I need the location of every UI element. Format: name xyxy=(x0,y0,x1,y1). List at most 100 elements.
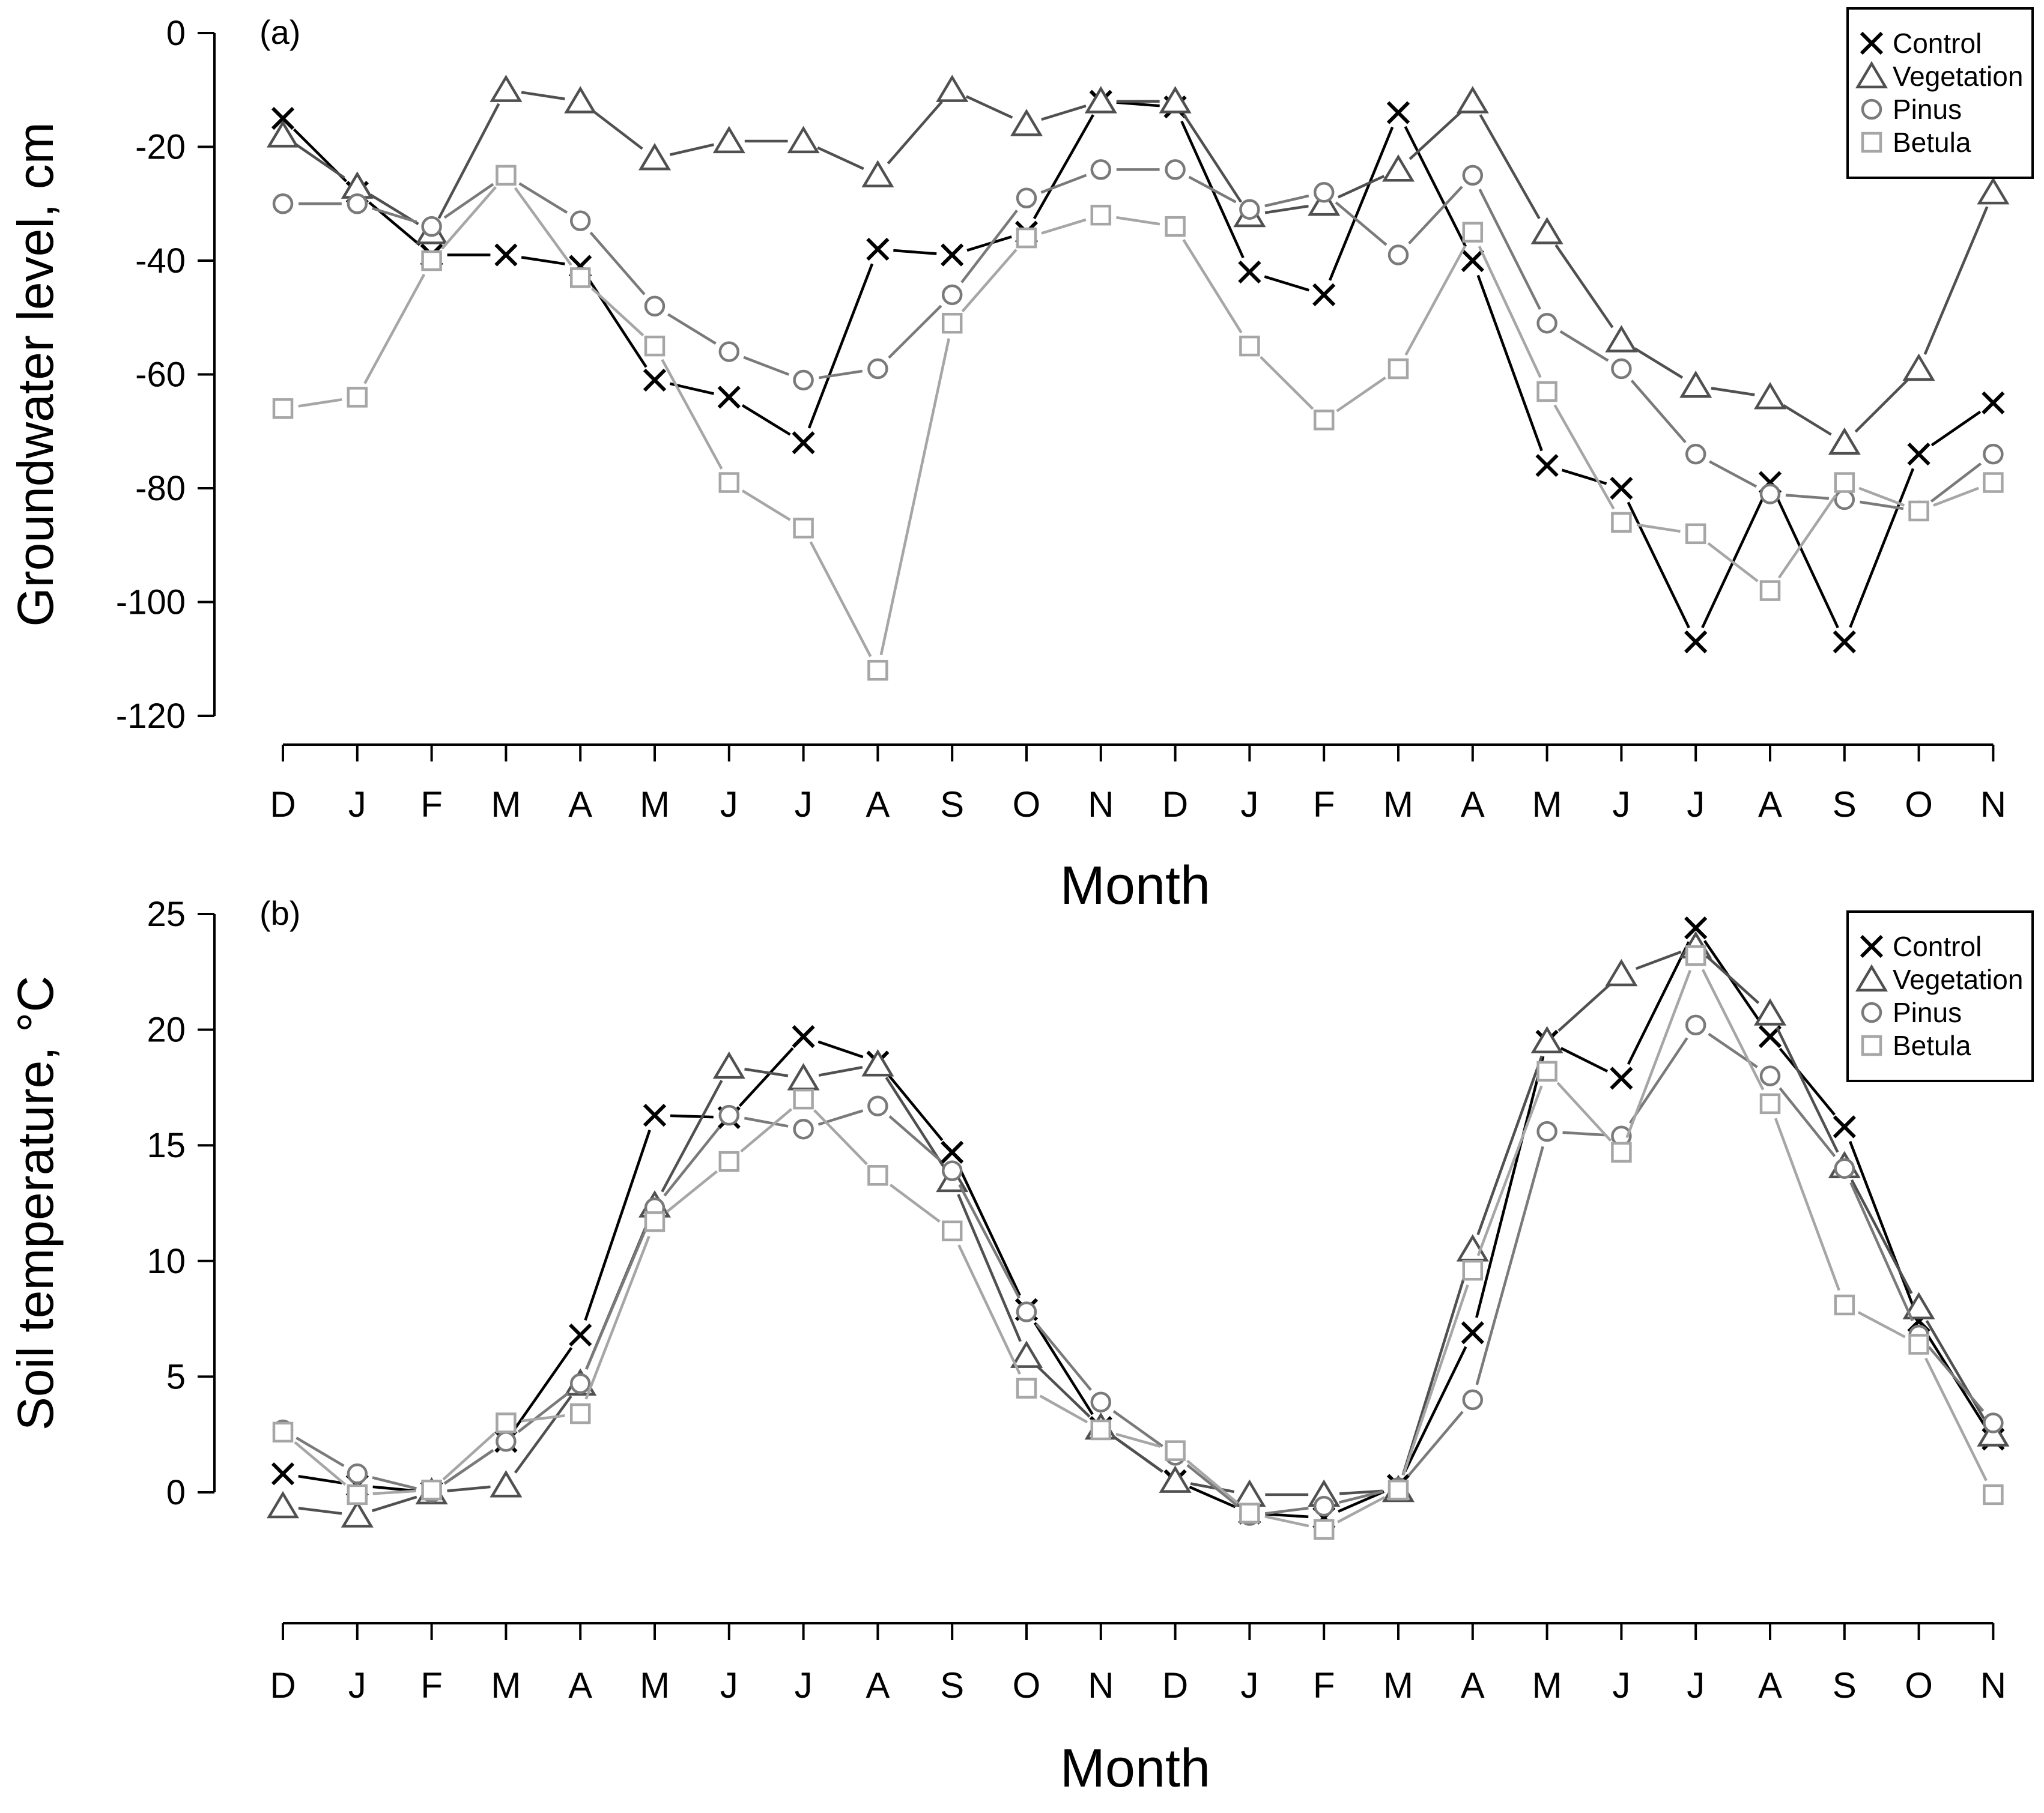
legend-marker xyxy=(1855,61,1888,89)
series-line-segment xyxy=(1849,468,1915,628)
series-line-segment xyxy=(443,183,494,219)
series-line-segment xyxy=(957,1166,1021,1297)
data-point-betula xyxy=(1536,381,1557,402)
series-line-segment xyxy=(1033,114,1094,220)
series-line-segment xyxy=(1189,1486,1236,1509)
data-point-pinus xyxy=(272,193,294,214)
legend-marker xyxy=(1861,1035,1882,1056)
data-point-control xyxy=(569,1323,592,1347)
series-line-segment xyxy=(818,1065,863,1077)
series-line-segment xyxy=(1186,1459,1239,1504)
series-line-segment xyxy=(667,313,717,345)
data-point-betula xyxy=(1611,512,1632,533)
series-line-segment xyxy=(437,103,500,219)
data-point-pinus xyxy=(1759,1065,1781,1086)
x-tick-label: J xyxy=(1687,1665,1705,1706)
y-tick-label: 0 xyxy=(166,14,186,53)
series-line-segment xyxy=(1553,404,1615,510)
y-tick-label: 15 xyxy=(147,1126,186,1165)
series-line-segment xyxy=(743,356,790,376)
x-tick-label: A xyxy=(1461,784,1485,825)
y-axis-title: Groundwater level, cm xyxy=(7,122,64,626)
legend-marker xyxy=(1861,1002,1882,1023)
series-line-segment xyxy=(1850,1179,1913,1294)
series-line-segment xyxy=(585,1221,650,1370)
series-line-segment xyxy=(1779,1047,1836,1116)
series-line-segment xyxy=(1562,1131,1606,1137)
data-point-pinus xyxy=(1834,489,1855,510)
series-line-segment xyxy=(1707,542,1759,583)
data-point-pinus xyxy=(1685,443,1706,465)
series-line-segment xyxy=(1627,501,1690,629)
series-line-segment xyxy=(1264,194,1309,208)
data-point-pinus xyxy=(569,1373,591,1394)
data-point-pinus xyxy=(1759,483,1781,504)
series-line-segment xyxy=(1264,204,1309,214)
series-line-segment xyxy=(1478,246,1542,378)
data-point-betula xyxy=(941,1220,963,1241)
data-point-vegetation xyxy=(266,1491,300,1519)
series-line-segment xyxy=(1777,494,1837,579)
x-tick-label: N xyxy=(1088,784,1114,825)
data-point-betula xyxy=(1165,216,1186,237)
legend-label: Vegetation xyxy=(1893,964,2023,995)
series-line-segment xyxy=(1476,1085,1543,1256)
x-tick-label: D xyxy=(270,784,296,825)
x-tick-label: M xyxy=(640,784,670,825)
series-line-segment xyxy=(817,146,864,171)
data-point-betula xyxy=(1016,227,1037,249)
series-line-segment xyxy=(1774,1118,1840,1291)
series-line-segment xyxy=(1264,1507,1309,1515)
series-line-segment xyxy=(1701,969,1765,1091)
series-line-segment xyxy=(1556,1082,1612,1142)
y-tick-label: -40 xyxy=(135,241,186,280)
x-tick-label: O xyxy=(1905,1665,1933,1706)
data-point-control xyxy=(1461,1321,1484,1345)
series-line-segment xyxy=(961,249,1017,313)
data-point-vegetation xyxy=(1456,1234,1489,1262)
series-line-segment xyxy=(1930,462,1982,503)
data-point-control xyxy=(1312,283,1336,306)
series-line-segment xyxy=(888,1115,942,1162)
legend-label: Control xyxy=(1893,28,1982,59)
data-point-control xyxy=(1982,391,2005,414)
data-point-vegetation xyxy=(787,1063,820,1091)
series-line-segment xyxy=(1339,1489,1383,1495)
data-point-control xyxy=(271,1462,295,1486)
data-point-vegetation xyxy=(1753,381,1787,410)
data-point-pinus xyxy=(941,1160,963,1181)
x-tick-label: A xyxy=(1758,784,1782,825)
data-point-pinus xyxy=(1387,244,1409,265)
data-point-vegetation xyxy=(564,86,597,114)
data-point-pinus xyxy=(1165,159,1186,180)
series-line-segment xyxy=(1338,1490,1384,1504)
series-line-segment xyxy=(1041,104,1087,121)
data-point-control xyxy=(941,243,964,267)
data-point-pinus xyxy=(1983,443,2004,465)
series-line-segment xyxy=(517,1392,569,1433)
series-line-segment xyxy=(1706,955,1760,1004)
data-point-betula xyxy=(1239,335,1260,357)
series-line-segment xyxy=(1337,1496,1386,1524)
series-line-segment xyxy=(744,1068,789,1077)
data-point-betula xyxy=(347,387,368,408)
series-line-segment xyxy=(817,1040,864,1059)
x-axis-title: Month xyxy=(1060,1739,1210,1799)
legend-label: Betula xyxy=(1893,1030,1971,1061)
series-betula xyxy=(272,945,2004,1540)
series-vegetation xyxy=(266,74,2010,455)
data-point-vegetation xyxy=(1159,86,1192,114)
data-point-control xyxy=(1461,249,1484,273)
data-point-vegetation xyxy=(1530,217,1563,244)
legend-marker xyxy=(1861,98,1882,120)
data-point-betula xyxy=(1685,945,1706,966)
series-line-segment xyxy=(1264,275,1309,292)
x-tick-label: J xyxy=(795,784,813,825)
series-line-segment xyxy=(1112,1435,1163,1473)
series-line-segment xyxy=(592,109,643,150)
data-point-betula xyxy=(1090,1419,1112,1441)
series-line-segment xyxy=(1476,1055,1543,1235)
series-line-segment xyxy=(447,1485,491,1492)
data-point-betula xyxy=(867,1165,888,1186)
data-point-control xyxy=(1386,101,1410,124)
